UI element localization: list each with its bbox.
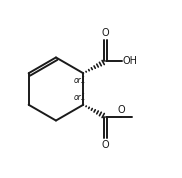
Text: O: O bbox=[102, 28, 109, 38]
Text: O: O bbox=[102, 140, 109, 150]
Text: O: O bbox=[117, 105, 125, 115]
Text: or1: or1 bbox=[74, 76, 86, 85]
Text: or1: or1 bbox=[74, 93, 86, 102]
Text: OH: OH bbox=[122, 56, 138, 66]
